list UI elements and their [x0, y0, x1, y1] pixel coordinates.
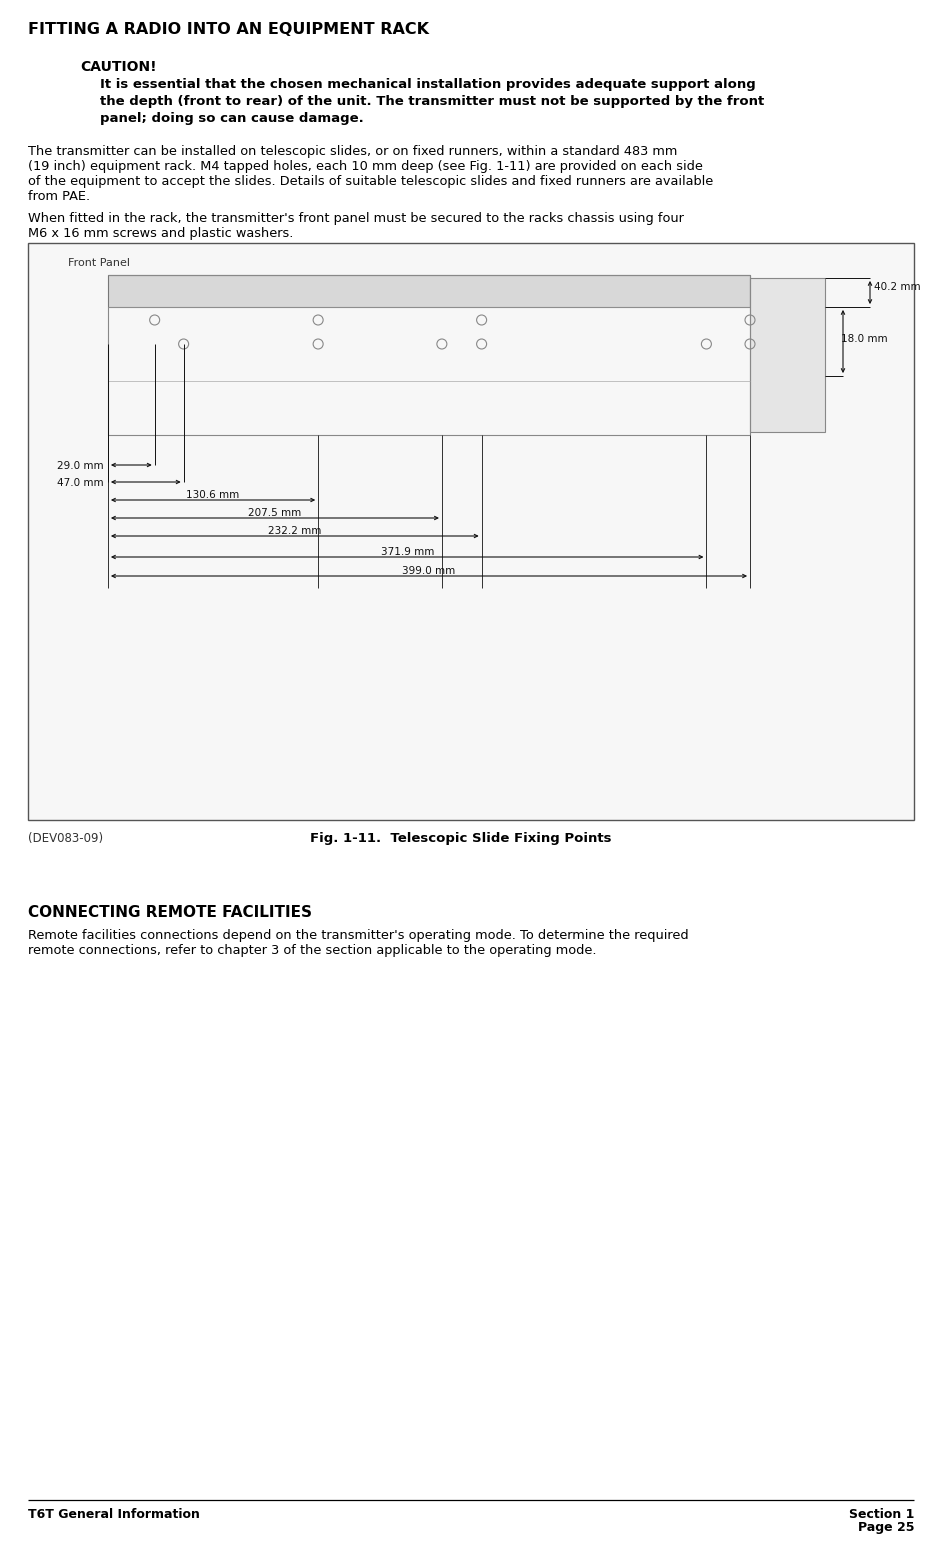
- Text: 399.0 mm: 399.0 mm: [402, 567, 456, 576]
- Text: Fig. 1-11.  Telescopic Slide Fixing Points: Fig. 1-11. Telescopic Slide Fixing Point…: [310, 832, 611, 845]
- Text: It is essential that the chosen mechanical installation provides adequate suppor: It is essential that the chosen mechanic…: [100, 79, 755, 91]
- Bar: [750, 278, 825, 432]
- Text: (19 inch) equipment rack. M4 tapped holes, each 10 mm deep (see Fig. 1-11) are p: (19 inch) equipment rack. M4 tapped hole…: [28, 161, 703, 173]
- Text: The transmitter can be installed on telescopic slides, or on fixed runners, with: The transmitter can be installed on tele…: [28, 145, 677, 157]
- Text: panel; doing so can cause damage.: panel; doing so can cause damage.: [100, 113, 364, 125]
- Text: 29.0 mm: 29.0 mm: [57, 462, 104, 471]
- Text: 130.6 mm: 130.6 mm: [187, 489, 239, 500]
- Text: T6T General Information: T6T General Information: [28, 1508, 200, 1521]
- Text: When fitted in the rack, the transmitter's front panel must be secured to the ra: When fitted in the rack, the transmitter…: [28, 212, 684, 225]
- Text: 18.0 mm: 18.0 mm: [841, 334, 887, 344]
- Text: Page 25: Page 25: [857, 1521, 914, 1535]
- Text: M6 x 16 mm screws and plastic washers.: M6 x 16 mm screws and plastic washers.: [28, 227, 293, 239]
- Text: 371.9 mm: 371.9 mm: [381, 547, 434, 557]
- Text: FITTING A RADIO INTO AN EQUIPMENT RACK: FITTING A RADIO INTO AN EQUIPMENT RACK: [28, 22, 429, 37]
- Text: 207.5 mm: 207.5 mm: [249, 508, 301, 517]
- Text: 47.0 mm: 47.0 mm: [57, 479, 104, 488]
- Text: 232.2 mm: 232.2 mm: [268, 527, 321, 536]
- Bar: [108, 275, 750, 307]
- Text: CONNECTING REMOTE FACILITIES: CONNECTING REMOTE FACILITIES: [28, 905, 312, 920]
- Text: the depth (front to rear) of the unit. The transmitter must not be supported by : the depth (front to rear) of the unit. T…: [100, 96, 764, 108]
- Text: from PAE.: from PAE.: [28, 190, 90, 202]
- Text: of the equipment to accept the slides. Details of suitable telescopic slides and: of the equipment to accept the slides. D…: [28, 174, 713, 188]
- Text: CAUTION!: CAUTION!: [80, 60, 156, 74]
- Text: remote connections, refer to chapter 3 of the section applicable to the operatin: remote connections, refer to chapter 3 o…: [28, 943, 596, 957]
- Text: (DEV083-09): (DEV083-09): [28, 832, 103, 845]
- Text: Front Panel: Front Panel: [68, 258, 130, 269]
- Text: Section 1: Section 1: [849, 1508, 914, 1521]
- Text: Remote facilities connections depend on the transmitter's operating mode. To det: Remote facilities connections depend on …: [28, 929, 689, 942]
- Bar: [28, 242, 914, 820]
- Text: 40.2 mm: 40.2 mm: [874, 283, 920, 292]
